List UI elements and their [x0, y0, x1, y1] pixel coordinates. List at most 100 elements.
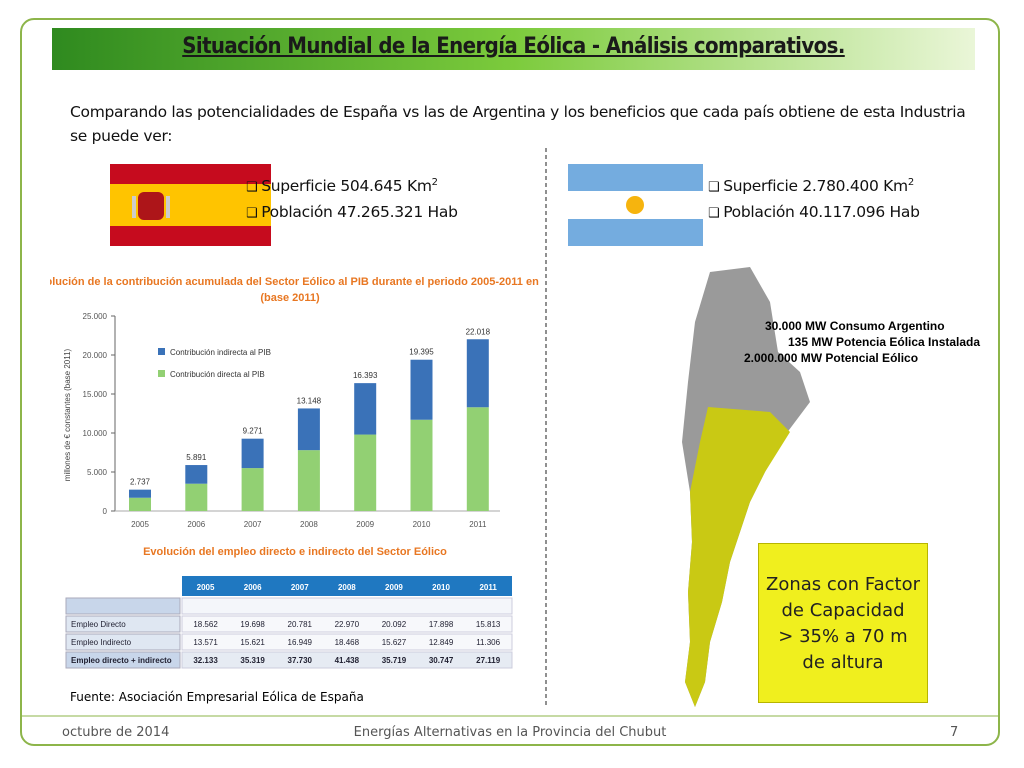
blank-row	[181, 597, 513, 615]
cell: 13.571	[193, 638, 218, 647]
box-line: de Capacidad	[781, 600, 905, 621]
map-annotations: 30.000 MW Consumo Argentino 135 MW Potenc…	[740, 318, 980, 366]
y-tick-label: 10.000	[83, 429, 108, 438]
x-tick-label: 2008	[300, 520, 318, 529]
box-line: de altura	[802, 652, 884, 673]
bar-segment	[410, 359, 433, 420]
table-title: Evolución del empleo directo e indirecto…	[143, 546, 447, 558]
total-label: 5.891	[186, 453, 207, 462]
fact-text: Población 47.265.321 Hab	[261, 203, 458, 222]
fact: Población 40.117.096 Hab	[708, 200, 920, 226]
total-label: 9.271	[243, 427, 264, 436]
title-bar	[52, 28, 975, 70]
cell: 35.319	[240, 656, 265, 665]
y-tick-label: 25.000	[83, 312, 108, 321]
footer-center: Energías Alternativas en la Provincia de…	[353, 725, 667, 740]
row-label-bg	[65, 633, 181, 651]
fact-sup: 2	[431, 177, 438, 188]
y-tick-label: 20.000	[83, 351, 108, 360]
fact: Superficie 2.780.400 Km2	[708, 171, 920, 200]
page-number: 7	[950, 725, 959, 740]
fact: Población 47.265.321 Hab	[246, 200, 458, 226]
cell: 18.468	[335, 638, 360, 647]
bar-segment	[129, 497, 151, 511]
cell: 35.719	[382, 656, 407, 665]
y-axis-label: millones de € constantes (base 2011)	[63, 348, 72, 481]
total-label: 2.737	[130, 478, 151, 487]
x-tick-label: 2007	[244, 520, 262, 529]
argentina-facts: Superficie 2.780.400 Km2 Población 40.117…	[708, 171, 920, 226]
x-tick-label: 2009	[356, 520, 374, 529]
total-label: 22.018	[466, 327, 491, 336]
cell: 11.306	[476, 638, 500, 647]
map-annotation: 2.000.000 MW Potencial Eólico	[744, 351, 919, 365]
cell: 20.092	[382, 620, 407, 629]
cell: 30.747	[429, 656, 454, 665]
bar-segment	[129, 489, 151, 498]
cell: 27.119	[476, 656, 501, 665]
header-cell: 2008	[338, 583, 356, 592]
chart: Evolución de la contribución acumulada d…	[50, 276, 540, 529]
cell: 20.781	[288, 620, 313, 629]
total-label: 13.148	[297, 396, 322, 405]
cell: 22.970	[335, 620, 360, 629]
map-annotation: 30.000 MW Consumo Argentino	[765, 319, 945, 333]
bar-segment	[185, 465, 208, 484]
cell: 12.849	[429, 638, 454, 647]
header-cell: 2010	[432, 583, 450, 592]
bar-segment	[410, 419, 433, 511]
row-label: Empleo directo + indirecto	[71, 656, 172, 665]
spain-flag	[110, 164, 271, 246]
intro-text: Comparando las potencialidades de España…	[70, 103, 966, 145]
fact-text: Población 40.117.096 Hab	[723, 203, 920, 222]
row-bg	[181, 651, 513, 669]
y-tick-label: 0	[103, 507, 108, 516]
blank-label	[65, 597, 181, 615]
cell: 15.627	[382, 638, 407, 647]
bar-segment	[354, 434, 377, 511]
source: Fuente: Asociación Empresarial Eólica de…	[70, 690, 364, 704]
legend-swatch	[158, 370, 165, 377]
argentina-map	[682, 267, 810, 707]
header-cell: 2006	[244, 583, 262, 592]
bar-segment	[297, 408, 320, 451]
y-tick-label: 15.000	[83, 390, 108, 399]
bar-segment	[241, 468, 264, 511]
x-tick-label: 2005	[131, 520, 149, 529]
bar-segment	[354, 383, 377, 435]
map-annotation: 135 MW Potencia Eólica Instalada	[788, 335, 981, 349]
bar-segment	[297, 450, 320, 511]
legend-label: Contribución indirecta al PIB	[170, 348, 271, 357]
y-tick-label: 5.000	[87, 468, 108, 477]
fact-text: Superficie 504.645 Km	[261, 177, 432, 196]
footer-date: octubre de 2014	[62, 725, 170, 740]
row-bg	[181, 633, 513, 651]
cell: 37.730	[288, 656, 313, 665]
bar-segment	[241, 438, 264, 469]
box-line: Zonas con Factor	[765, 574, 921, 595]
total-label: 16.393	[353, 371, 378, 380]
fact: Superficie 504.645 Km2	[246, 171, 458, 200]
row-label-bg	[65, 615, 181, 633]
row-label: Empleo Directo	[71, 620, 126, 629]
spain-facts: Superficie 504.645 Km2 Población 47.265.3…	[246, 171, 458, 226]
x-tick-label: 2011	[469, 520, 487, 529]
employment-table: 2005 2006 2007 2008 2009 2010 2011 Empleo Direc…	[65, 576, 513, 669]
fact-sup: 2	[907, 177, 914, 188]
x-tick-label: 2010	[413, 520, 431, 529]
row-label-bg	[65, 651, 181, 669]
slide-frame	[20, 18, 1000, 746]
bar-segment	[466, 407, 489, 511]
footer-line	[20, 715, 1000, 717]
box-line: > 35% a 70 m	[778, 626, 908, 647]
bar-segment	[185, 483, 208, 511]
cell: 17.898	[429, 620, 454, 629]
row-label: Empleo Indirecto	[71, 638, 132, 647]
header-cell: 2007	[291, 583, 309, 592]
row-bg	[181, 615, 513, 633]
divider	[545, 148, 547, 708]
cell: 32.133	[193, 656, 218, 665]
capacity-box: Zonas con Factor de Capacidad > 35% a 70 m…	[758, 543, 928, 703]
cell: 15.621	[240, 638, 265, 647]
